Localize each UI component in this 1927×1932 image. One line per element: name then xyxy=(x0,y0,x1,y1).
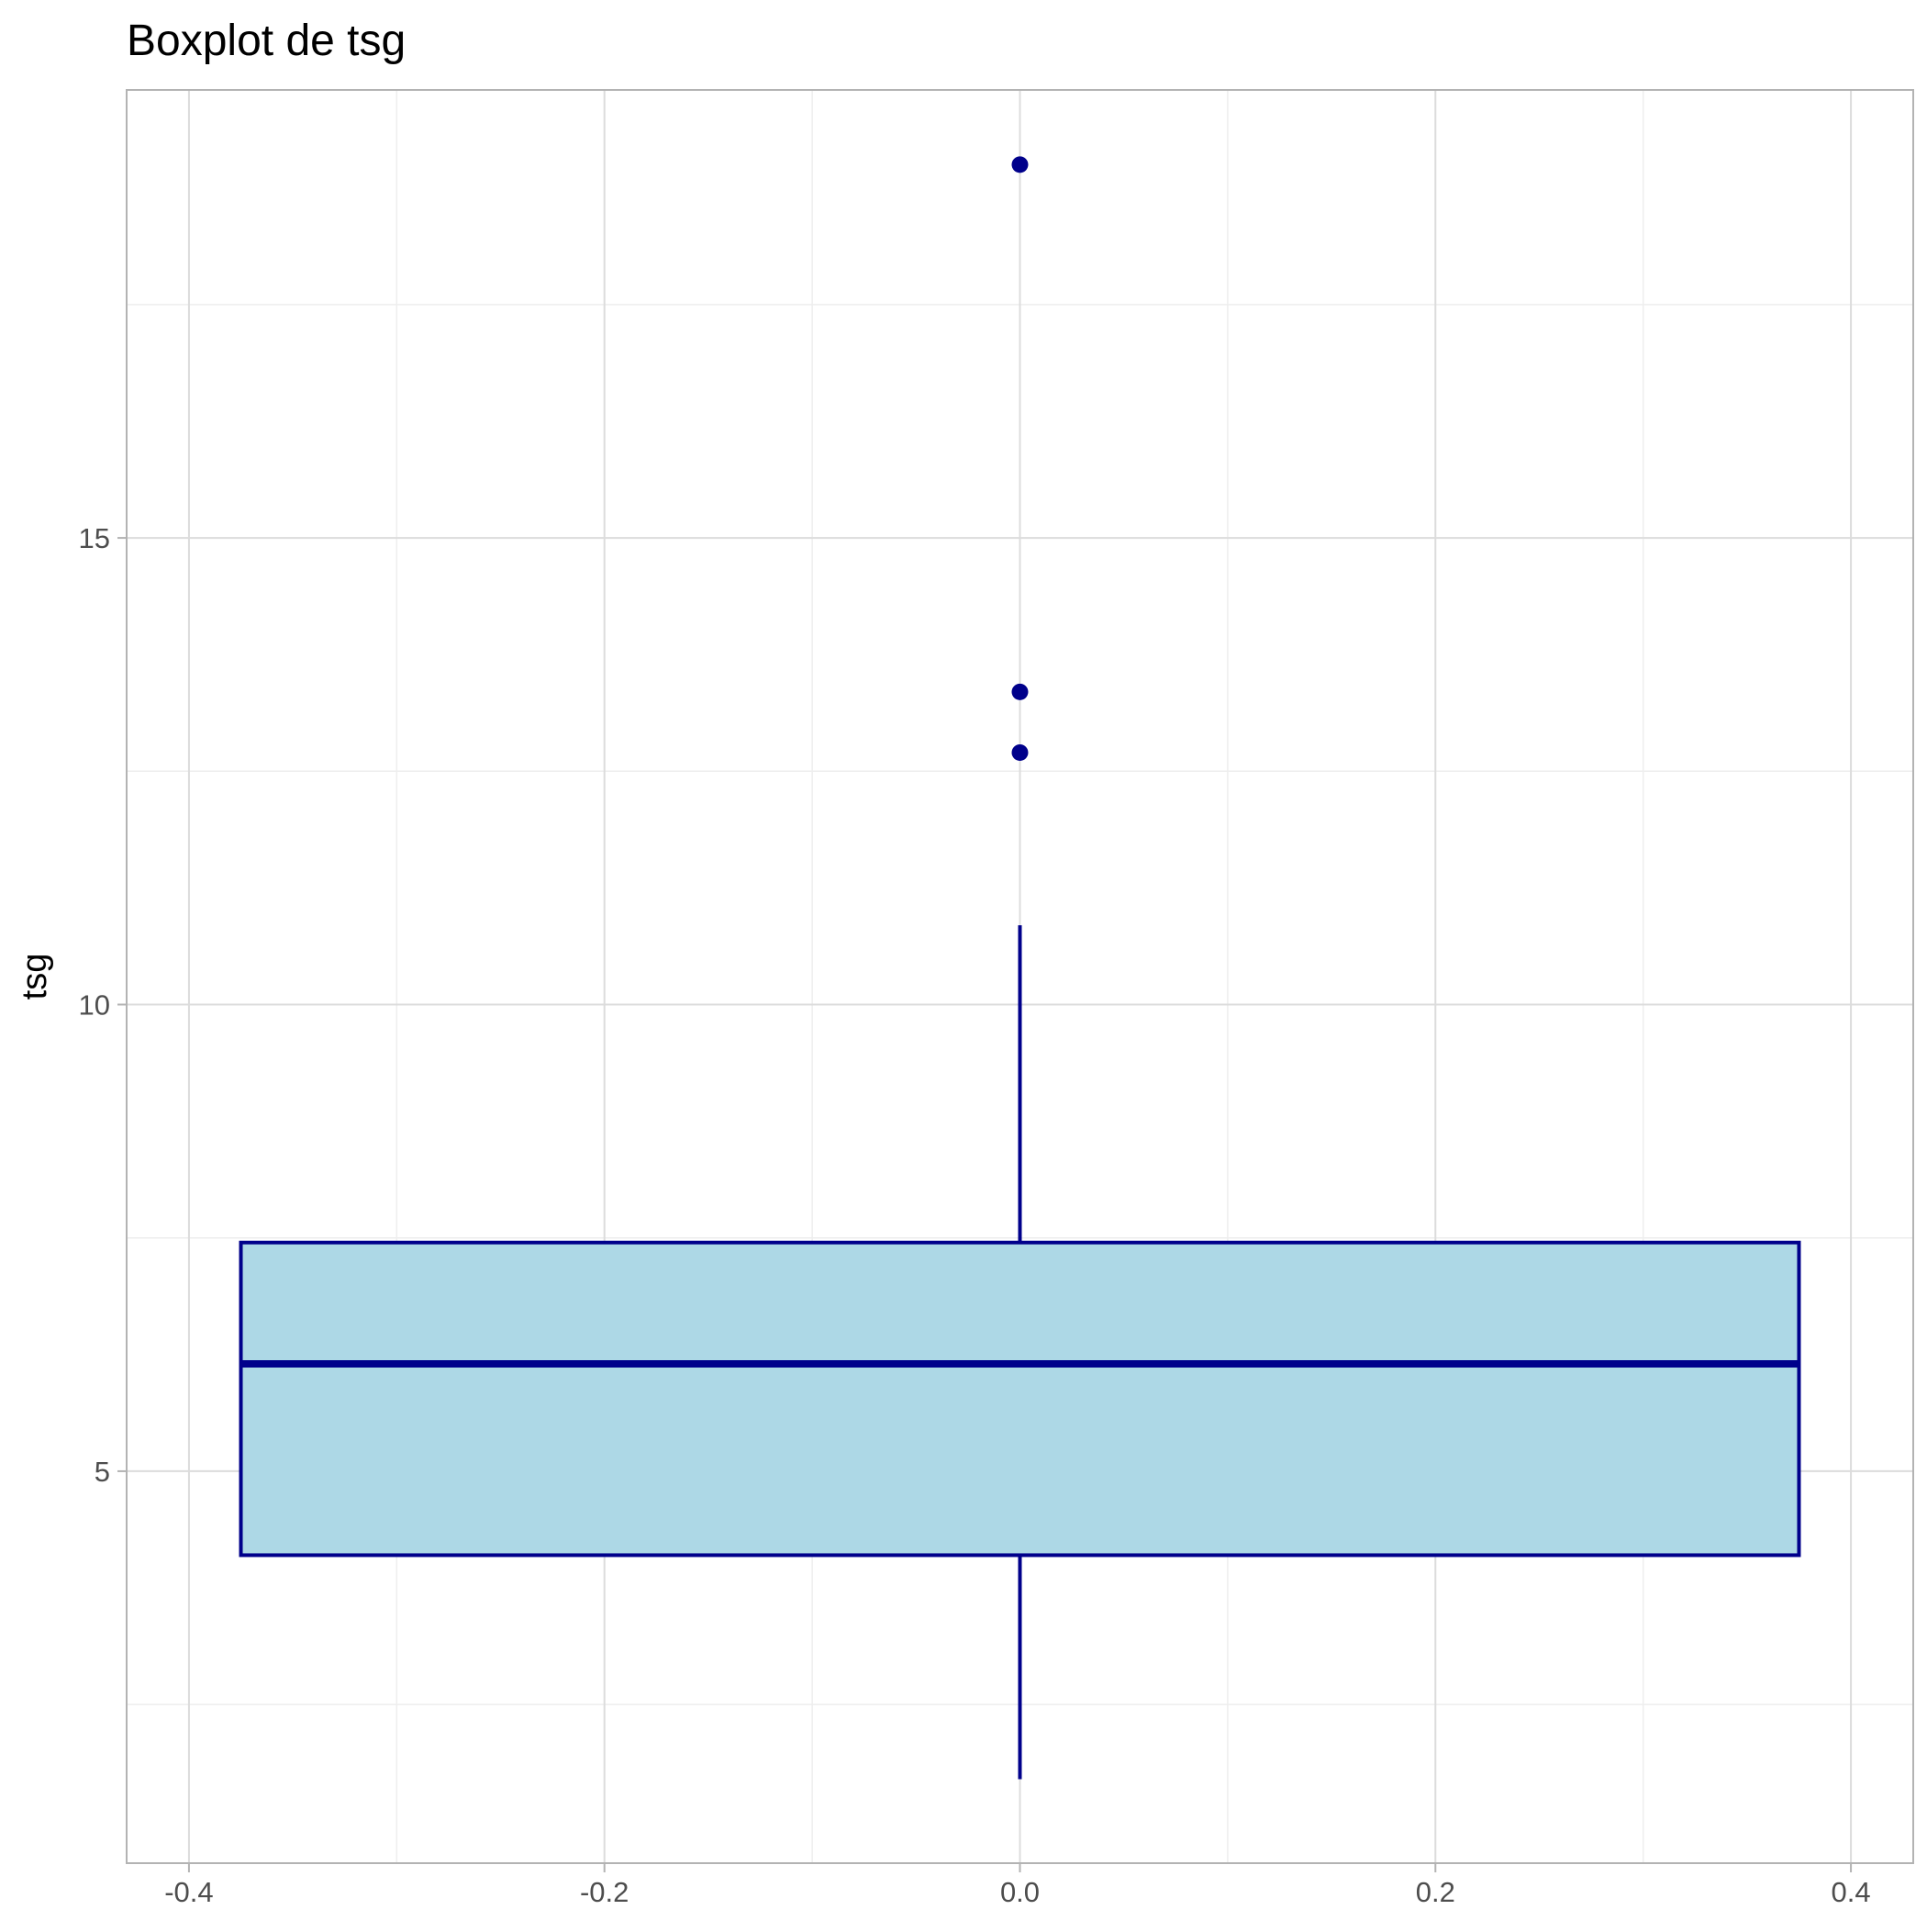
y-tick-label: 15 xyxy=(79,522,110,554)
y-axis-title: tsg xyxy=(16,954,54,1000)
y-tick-label: 5 xyxy=(95,1456,110,1488)
outlier-point-1 xyxy=(1011,683,1029,700)
x-tick-label: -0.2 xyxy=(580,1876,629,1908)
x-tick-label: 0.0 xyxy=(1000,1876,1040,1908)
outlier-point-2 xyxy=(1011,743,1029,761)
axis-layer: -0.4 -0.2 0.0 0.2 0.4 5 10 15 xyxy=(79,522,1871,1908)
x-tick-label: -0.4 xyxy=(164,1876,213,1908)
x-tick-label: 0.4 xyxy=(1832,1876,1871,1908)
x-tick-label: 0.2 xyxy=(1416,1876,1455,1908)
chart-title: Boxplot de tsg xyxy=(127,17,406,65)
plot-layer xyxy=(239,156,1801,1780)
iqr-box xyxy=(239,1240,1801,1558)
outlier-point-0 xyxy=(1011,156,1029,173)
y-tick-label: 10 xyxy=(79,989,110,1022)
